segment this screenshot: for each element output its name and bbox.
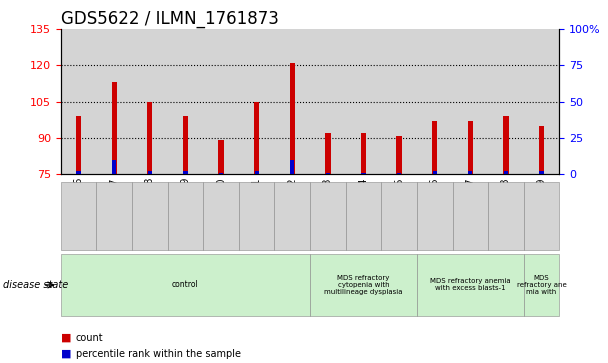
Bar	[452, 29, 488, 174]
Bar	[77, 171, 81, 174]
Bar	[488, 29, 523, 174]
Bar	[148, 171, 152, 174]
Bar	[346, 29, 381, 174]
Bar	[255, 171, 259, 174]
Bar	[168, 29, 203, 174]
Bar	[523, 182, 559, 250]
Bar	[417, 182, 452, 250]
Bar	[97, 29, 132, 174]
Bar	[76, 116, 81, 174]
Bar	[97, 182, 132, 250]
Bar	[381, 182, 417, 250]
Text: MDS
refractory ane
mia with: MDS refractory ane mia with	[517, 275, 567, 295]
Bar	[274, 182, 310, 250]
Bar	[310, 254, 417, 316]
Text: ■: ■	[61, 349, 71, 359]
Bar	[417, 254, 523, 316]
Bar	[432, 171, 437, 174]
Bar	[203, 29, 239, 174]
Bar	[488, 182, 523, 250]
Text: disease state: disease state	[3, 280, 68, 290]
Bar	[61, 254, 310, 316]
Bar	[290, 160, 294, 174]
Text: percentile rank within the sample: percentile rank within the sample	[76, 349, 241, 359]
Bar	[132, 29, 168, 174]
Bar	[539, 126, 544, 174]
Bar	[61, 182, 97, 250]
Bar	[504, 171, 508, 174]
Bar	[112, 160, 116, 174]
Bar	[468, 121, 473, 174]
Bar	[397, 173, 401, 174]
Bar	[132, 182, 168, 250]
Text: count: count	[76, 333, 103, 343]
Bar	[183, 171, 188, 174]
Text: MDS refractory anemia
with excess blasts-1: MDS refractory anemia with excess blasts…	[430, 278, 511, 291]
Bar	[239, 29, 274, 174]
Bar	[61, 29, 97, 174]
Bar	[432, 121, 437, 174]
Bar	[183, 116, 188, 174]
Bar	[274, 29, 310, 174]
Bar	[218, 140, 224, 174]
Bar	[254, 102, 260, 174]
Bar	[289, 63, 295, 174]
Bar	[523, 29, 559, 174]
Bar	[452, 182, 488, 250]
Bar	[239, 182, 274, 250]
Bar	[111, 82, 117, 174]
Bar	[326, 173, 330, 174]
Bar	[523, 254, 559, 316]
Bar	[346, 182, 381, 250]
Text: MDS refractory
cytopenia with
multilineage dysplasia: MDS refractory cytopenia with multilinea…	[324, 275, 402, 295]
Bar	[325, 133, 331, 174]
Text: ■: ■	[61, 333, 71, 343]
Bar	[147, 102, 153, 174]
Bar	[539, 171, 544, 174]
Bar	[361, 133, 366, 174]
Bar	[310, 29, 346, 174]
Bar	[310, 182, 346, 250]
Bar	[503, 116, 509, 174]
Bar	[381, 29, 417, 174]
Text: GDS5622 / ILMN_1761873: GDS5622 / ILMN_1761873	[61, 10, 278, 28]
Bar	[219, 173, 223, 174]
Bar	[468, 171, 472, 174]
Bar	[361, 173, 365, 174]
Text: control: control	[172, 281, 199, 289]
Bar	[168, 182, 203, 250]
Bar	[396, 135, 402, 174]
Bar	[417, 29, 452, 174]
Bar	[203, 182, 239, 250]
